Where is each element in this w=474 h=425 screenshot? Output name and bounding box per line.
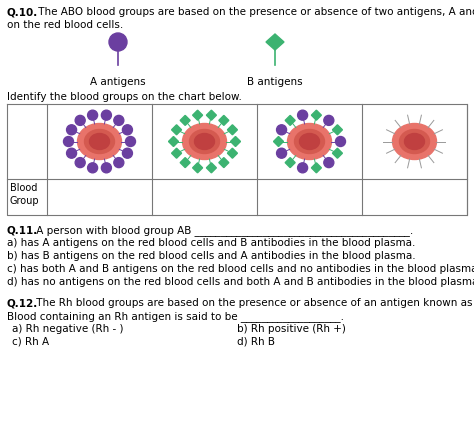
Circle shape <box>324 158 334 167</box>
Text: Q.11.: Q.11. <box>7 225 38 235</box>
Circle shape <box>75 116 85 125</box>
Circle shape <box>109 33 127 51</box>
Polygon shape <box>219 116 229 125</box>
Polygon shape <box>311 110 321 120</box>
Ellipse shape <box>190 130 219 153</box>
Polygon shape <box>206 110 217 120</box>
Ellipse shape <box>300 133 319 150</box>
Polygon shape <box>180 158 190 167</box>
Text: A antigens: A antigens <box>90 77 146 87</box>
Polygon shape <box>228 148 237 158</box>
Circle shape <box>276 148 287 158</box>
Circle shape <box>101 163 111 173</box>
Polygon shape <box>332 148 342 158</box>
Polygon shape <box>228 125 237 135</box>
Ellipse shape <box>78 124 121 159</box>
Text: The Rh blood groups are based on the presence or absence of an antigen known as : The Rh blood groups are based on the pre… <box>33 298 474 308</box>
Polygon shape <box>206 163 217 173</box>
Ellipse shape <box>90 133 109 150</box>
Polygon shape <box>192 110 202 120</box>
Text: Q.12.: Q.12. <box>7 298 38 308</box>
Circle shape <box>66 125 77 135</box>
Text: B antigens: B antigens <box>247 77 303 87</box>
Polygon shape <box>285 116 295 125</box>
Circle shape <box>122 148 132 158</box>
Text: The ABO blood groups are based on the presence or absence of two antigens, A and: The ABO blood groups are based on the pr… <box>35 7 474 17</box>
Text: Blood containing an Rh antigen is said to be ___________________.: Blood containing an Rh antigen is said t… <box>7 311 344 322</box>
Polygon shape <box>285 158 295 167</box>
Ellipse shape <box>404 133 425 150</box>
Circle shape <box>122 125 132 135</box>
Circle shape <box>126 136 136 147</box>
Circle shape <box>101 110 111 120</box>
Polygon shape <box>311 163 321 173</box>
Circle shape <box>75 158 85 167</box>
Ellipse shape <box>182 124 227 159</box>
Text: A person with blood group AB _________________________________________.: A person with blood group AB ___________… <box>33 225 413 236</box>
Text: on the red blood cells.: on the red blood cells. <box>7 20 123 30</box>
Polygon shape <box>230 136 240 147</box>
Circle shape <box>66 148 77 158</box>
Ellipse shape <box>84 130 115 153</box>
Text: Blood
Group: Blood Group <box>10 183 40 206</box>
Polygon shape <box>180 116 190 125</box>
Polygon shape <box>332 125 342 135</box>
Ellipse shape <box>288 124 331 159</box>
Polygon shape <box>273 136 283 147</box>
Text: a) has A antigens on the red blood cells and B antibodies in the blood plasma.: a) has A antigens on the red blood cells… <box>7 238 415 248</box>
Polygon shape <box>172 125 182 135</box>
Circle shape <box>324 116 334 125</box>
Text: Q.10.: Q.10. <box>7 7 38 17</box>
Polygon shape <box>172 148 182 158</box>
Polygon shape <box>219 158 229 167</box>
Circle shape <box>88 110 98 120</box>
Circle shape <box>298 110 308 120</box>
Circle shape <box>114 116 124 125</box>
Circle shape <box>336 136 346 147</box>
Circle shape <box>298 163 308 173</box>
Circle shape <box>88 163 98 173</box>
Text: d) has no antigens on the red blood cells and both A and B antibodies in the blo: d) has no antigens on the red blood cell… <box>7 277 474 287</box>
Circle shape <box>114 158 124 167</box>
Ellipse shape <box>392 124 437 159</box>
Polygon shape <box>266 34 284 50</box>
Circle shape <box>64 136 73 147</box>
Text: Identify the blood groups on the chart below.: Identify the blood groups on the chart b… <box>7 92 242 102</box>
Ellipse shape <box>294 130 325 153</box>
Text: b) Rh positive (Rh +): b) Rh positive (Rh +) <box>237 324 346 334</box>
Text: b) has B antigens on the red blood cells and A antibodies in the blood plasma.: b) has B antigens on the red blood cells… <box>7 251 416 261</box>
Polygon shape <box>168 136 179 147</box>
Ellipse shape <box>194 133 215 150</box>
Ellipse shape <box>400 130 429 153</box>
Text: a) Rh negative (Rh - ): a) Rh negative (Rh - ) <box>12 324 124 334</box>
Text: d) Rh B: d) Rh B <box>237 337 275 347</box>
Polygon shape <box>192 163 202 173</box>
Text: c) has both A and B antigens on the red blood cells and no antibodies in the blo: c) has both A and B antigens on the red … <box>7 264 474 274</box>
Circle shape <box>276 125 287 135</box>
Text: c) Rh A: c) Rh A <box>12 337 49 347</box>
